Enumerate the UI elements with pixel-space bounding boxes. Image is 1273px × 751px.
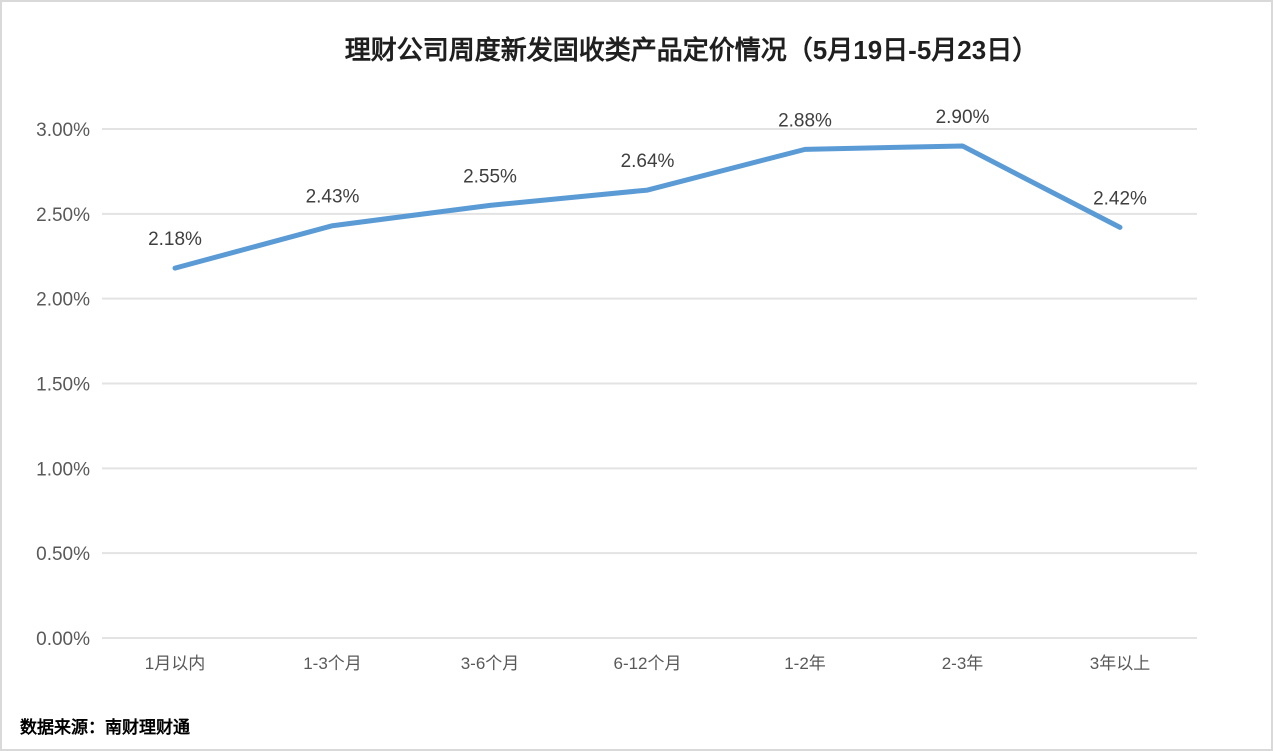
data-source-note: 数据来源：南财理财通 — [20, 718, 190, 737]
y-axis-tick-label: 2.00% — [36, 290, 90, 311]
y-axis-tick-label: 1.00% — [36, 459, 90, 480]
y-axis-tick-label: 0.00% — [36, 629, 90, 650]
chart-title: 理财公司周度新发固收类产品定价情况（5月19日-5月23日） — [344, 35, 1039, 65]
x-axis-category-label: 1月以内 — [145, 654, 205, 673]
y-axis-tick-label: 0.50% — [36, 544, 90, 565]
x-axis-category-label: 2-3年 — [942, 654, 984, 673]
y-axis-tick-label: 2.50% — [36, 205, 90, 226]
x-axis-category-label: 1-2年 — [784, 654, 826, 673]
data-point-label: 2.42% — [1093, 188, 1147, 209]
x-axis-category-label: 6-12个月 — [613, 654, 681, 673]
x-axis-category-label: 3年以上 — [1090, 654, 1150, 673]
data-point-label: 2.64% — [621, 151, 675, 172]
data-point-label: 2.43% — [306, 187, 360, 208]
y-axis-tick-label: 3.00% — [36, 120, 90, 141]
data-point-label: 2.90% — [936, 107, 990, 128]
data-point-label: 2.88% — [778, 110, 832, 131]
x-axis-category-label: 1-3个月 — [303, 654, 362, 673]
x-axis-category-label: 3-6个月 — [461, 654, 520, 673]
data-point-label: 2.55% — [463, 166, 517, 187]
data-point-label: 2.18% — [148, 229, 202, 250]
series-polyline — [172, 143, 1123, 271]
y-axis-tick-label: 1.50% — [36, 375, 90, 396]
